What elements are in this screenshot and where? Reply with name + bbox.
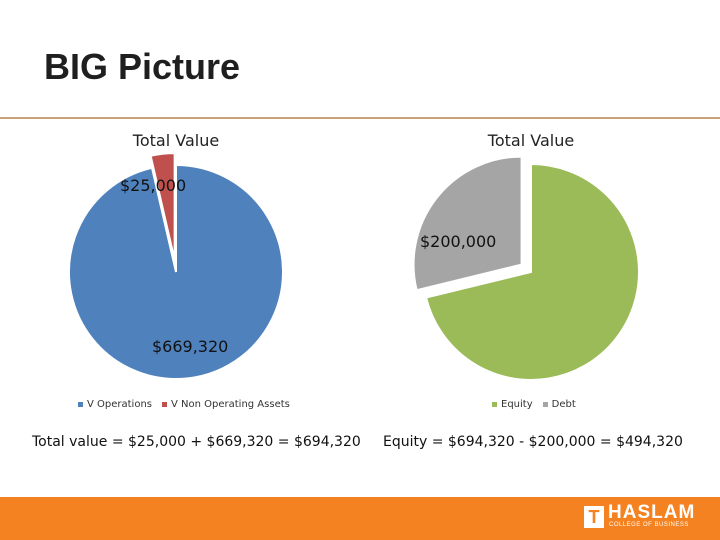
legend-swatch-operations bbox=[78, 402, 83, 407]
logo-name: HASLAM bbox=[608, 502, 696, 523]
data-label-non-operating: $25,000 bbox=[120, 176, 187, 195]
legend-right: Equity Debt bbox=[492, 399, 576, 410]
slice-equity bbox=[424, 162, 640, 381]
caption-total-value: Total value = $25,000 + $669,320 = $694,… bbox=[32, 434, 361, 450]
legend-item-non-operating: V Non Operating Assets bbox=[162, 399, 290, 410]
haslam-logo: T HASLAM COLLEGE OF BUSINESS bbox=[584, 502, 710, 536]
slice-debt bbox=[412, 155, 523, 292]
slice-operations bbox=[68, 163, 284, 380]
legend-label-non-operating: V Non Operating Assets bbox=[171, 399, 290, 410]
legend-swatch-non-operating bbox=[162, 402, 167, 407]
legend-label-operations: V Operations bbox=[87, 399, 152, 410]
legend-left: V Operations V Non Operating Assets bbox=[78, 399, 290, 410]
page-number: 8 bbox=[529, 481, 535, 492]
title-divider bbox=[0, 117, 720, 119]
logo-mark: T bbox=[584, 506, 604, 528]
chart-title-left: Total Value bbox=[132, 131, 220, 150]
caption-equity: Equity = $694,320 - $200,000 = $494,320 bbox=[383, 434, 683, 450]
legend-swatch-equity bbox=[492, 402, 497, 407]
data-label-operations: $669,320 bbox=[152, 337, 229, 356]
legend-item-debt: Debt bbox=[542, 399, 576, 410]
data-label-debt: $200,000 bbox=[420, 232, 497, 251]
chart-title-right: Total Value bbox=[487, 131, 575, 150]
slice-non-operating bbox=[149, 152, 176, 261]
legend-item-equity: Equity bbox=[492, 399, 533, 410]
legend-label-debt: Debt bbox=[551, 399, 576, 410]
slide-title: BIG Picture bbox=[44, 46, 241, 87]
legend-item-operations: V Operations bbox=[78, 399, 152, 410]
logo-subtitle: COLLEGE OF BUSINESS bbox=[609, 522, 689, 528]
legend-label-equity: Equity bbox=[501, 399, 533, 410]
legend-swatch-debt bbox=[542, 402, 548, 407]
